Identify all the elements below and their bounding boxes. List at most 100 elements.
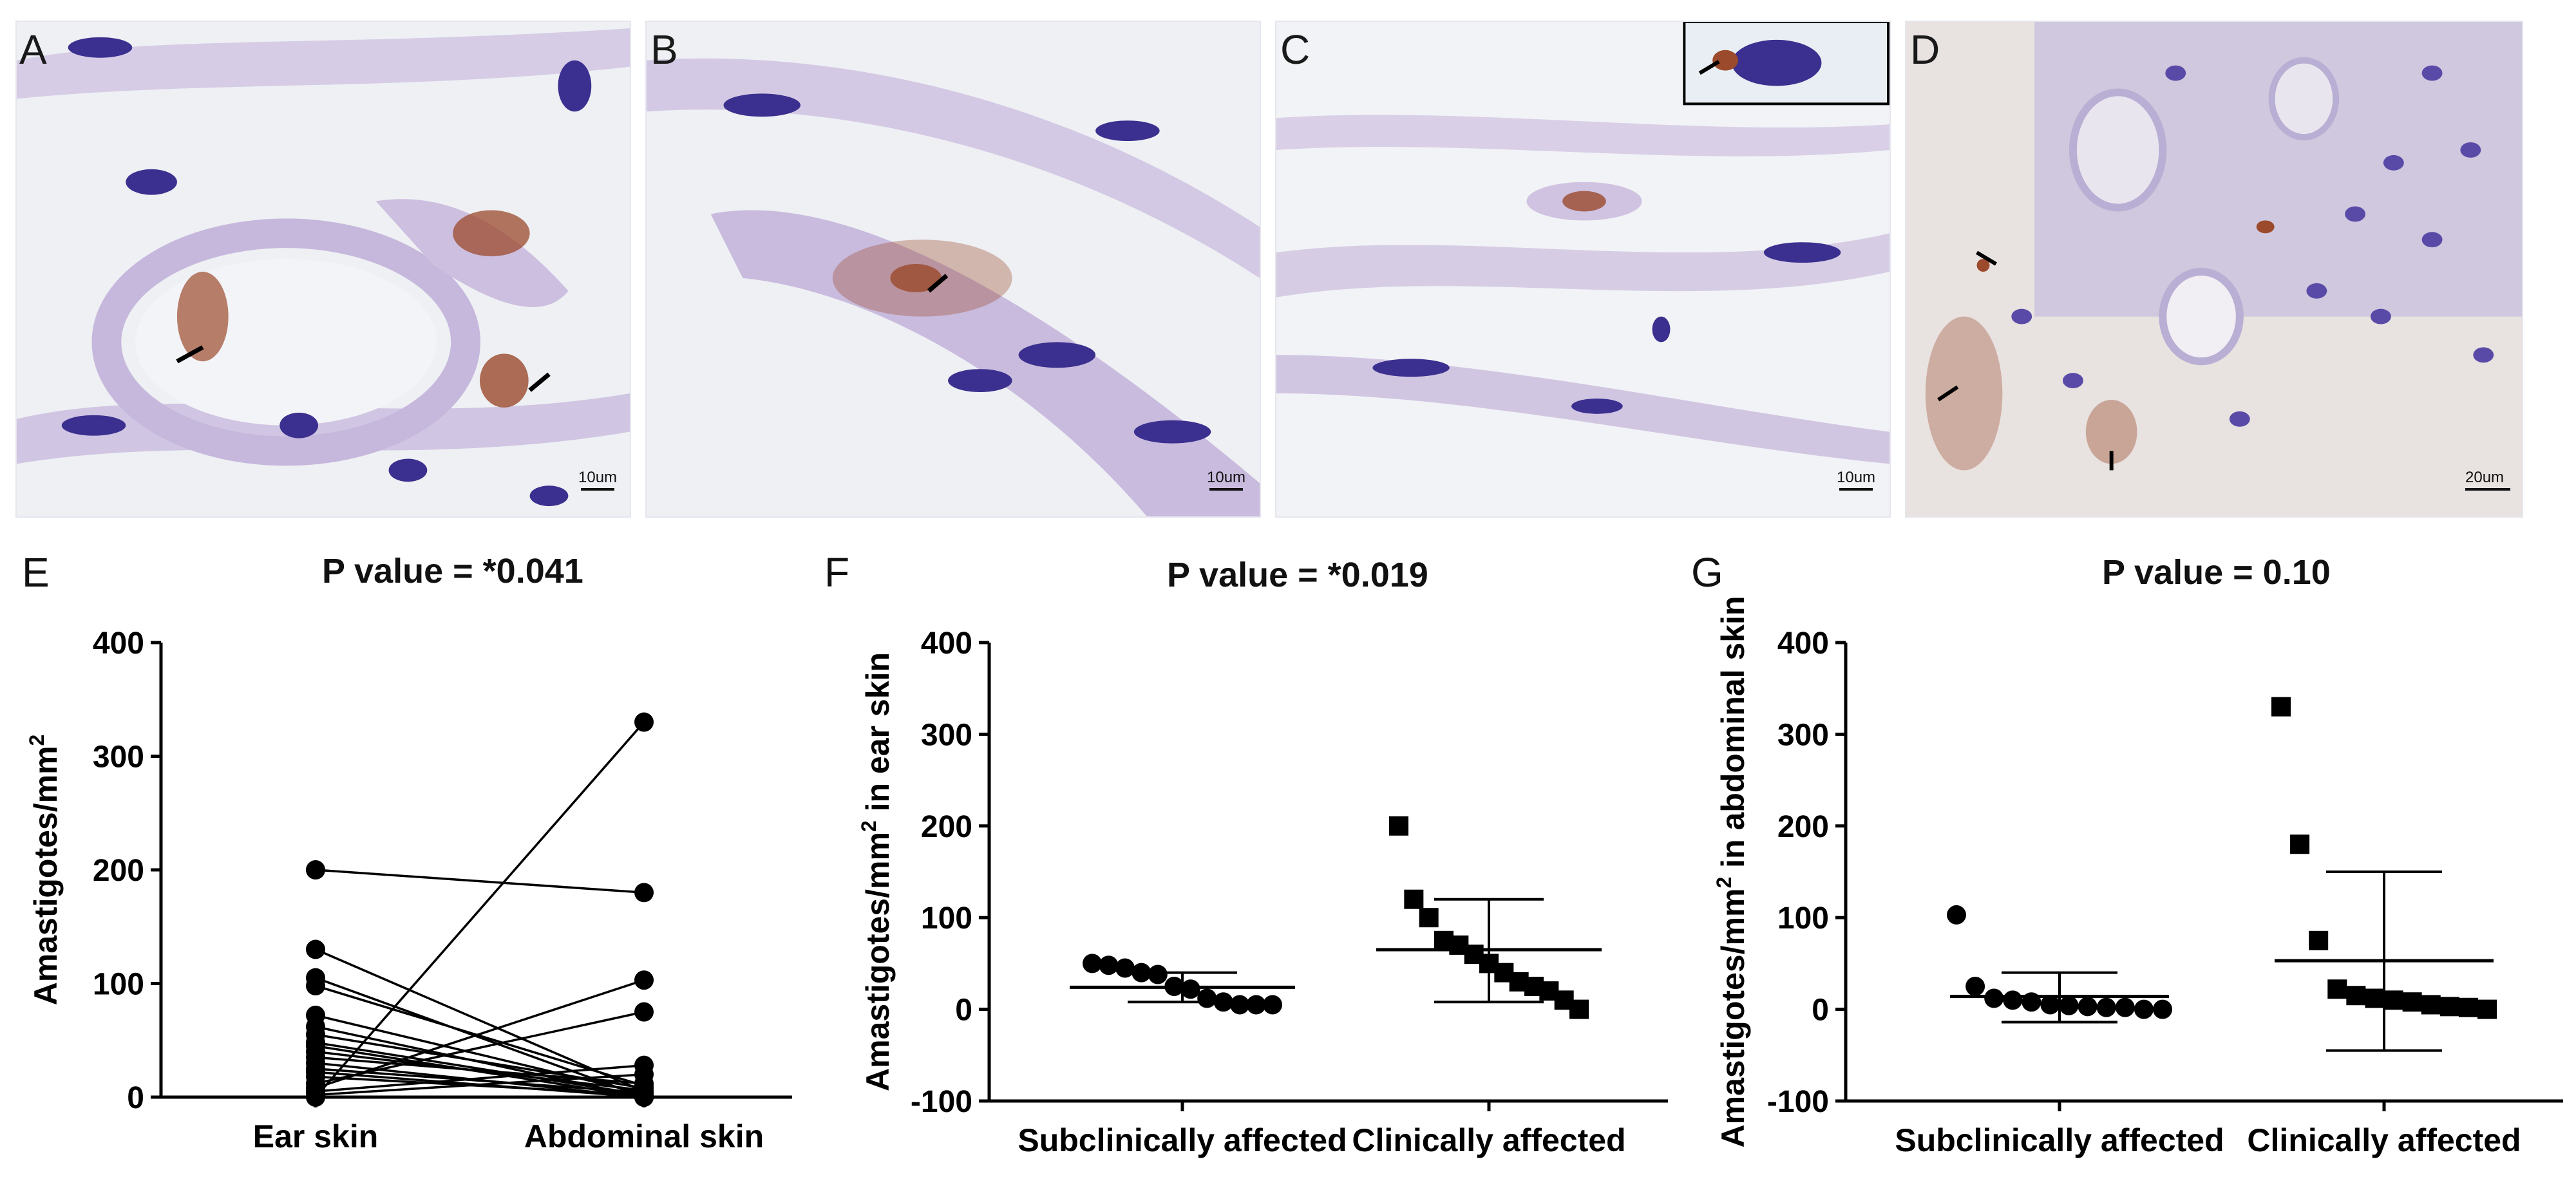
scale-bar-b-line bbox=[1209, 488, 1243, 491]
chart-e-point-ear bbox=[306, 1087, 325, 1107]
chart-g-point-subclinical bbox=[2059, 995, 2079, 1015]
chart-f-point-subclinical bbox=[1246, 995, 1266, 1015]
chart-e-point-abdominal bbox=[634, 1064, 654, 1084]
chart-e-y-tick-label: 200 bbox=[93, 854, 144, 888]
chart-f-y-tick-label: 300 bbox=[921, 718, 972, 752]
scale-bar-c-line bbox=[1839, 488, 1873, 491]
chart-f-point-subclinical bbox=[1083, 954, 1102, 974]
chart-f-point-subclinical bbox=[1099, 955, 1119, 975]
scale-bar-d-line bbox=[2465, 488, 2510, 491]
chart-e-x-tick-label: Ear skin bbox=[253, 1118, 379, 1154]
chart-g-point-subclinical bbox=[2153, 999, 2172, 1019]
chart-e: 0 100 200 300 400 Ear skin Abdominal skin Amast… bbox=[0, 528, 831, 1195]
chart-f-y-tick-label: 200 bbox=[921, 810, 972, 844]
chart-g-point-clinical bbox=[2439, 997, 2459, 1017]
chart-g-point-subclinical bbox=[2115, 997, 2135, 1017]
micrograph-b bbox=[645, 21, 1261, 518]
chart-f-point-subclinical bbox=[1230, 995, 1250, 1015]
chart-e-pair-line bbox=[315, 1075, 645, 1096]
chart-g-y-tick-label: -100 bbox=[1767, 1085, 1829, 1119]
chart-e-point-abdominal bbox=[634, 883, 654, 903]
chart-f: -100 0 100 200 300 400 Subclinically affected C… bbox=[831, 528, 1687, 1195]
micrograph-d bbox=[1905, 21, 2523, 518]
chart-g-point-subclinical bbox=[1965, 977, 1985, 996]
chart-g-svg: -100 0 100 200 300 400 Subclinically affected C… bbox=[1712, 596, 2563, 1158]
micrograph-c bbox=[1275, 21, 1891, 518]
chart-g-y-tick-label: 200 bbox=[1777, 810, 1829, 844]
chart-g-point-clinical bbox=[2458, 997, 2478, 1017]
panel-label-e: E bbox=[22, 549, 50, 596]
chart-e-pair-line bbox=[314, 721, 645, 1098]
chart-e-point-ear bbox=[306, 939, 325, 959]
chart-f-title: P value = *0.019 bbox=[1167, 556, 1428, 594]
scale-bar-a: 10um bbox=[578, 469, 623, 491]
chart-g-point-clinical bbox=[2346, 986, 2366, 1006]
chart-f-y-label: Amastigotes/mm2 in ear skin bbox=[857, 652, 896, 1091]
micrograph-d-image bbox=[1906, 22, 2522, 516]
chart-e-pair-line bbox=[315, 979, 645, 1089]
chart-g-point-clinical bbox=[2365, 988, 2385, 1008]
chart-e-y-tick-label: 0 bbox=[127, 1081, 144, 1115]
chart-e-pair-line bbox=[315, 1014, 645, 1095]
micrograph-b-image bbox=[647, 22, 1260, 516]
scale-bar-c-label: 10um bbox=[1837, 469, 1876, 486]
chart-g-x-tick-label: Subclinically affected bbox=[1895, 1122, 2224, 1158]
chart-g-point-clinical bbox=[2327, 979, 2347, 999]
chart-g-title: P value = 0.10 bbox=[2102, 553, 2331, 592]
chart-f-y-tick-label: 0 bbox=[955, 993, 972, 1028]
panel-label-a: A bbox=[19, 26, 47, 73]
chart-f-y-tick-label: 400 bbox=[921, 626, 972, 661]
chart-f-point-subclinical bbox=[1148, 964, 1168, 984]
chart-e-point-abdominal bbox=[634, 1002, 654, 1022]
scale-bar-b: 10um bbox=[1207, 469, 1252, 491]
chart-g-point-clinical bbox=[2383, 990, 2403, 1010]
chart-e-y-tick-label: 100 bbox=[93, 968, 144, 1002]
chart-f-x-tick-label: Clinically affected bbox=[1352, 1122, 1625, 1158]
chart-e-x-tick-label: Abdominal skin bbox=[524, 1118, 764, 1154]
panel-label-g: G bbox=[1691, 549, 1723, 596]
panel-label-c: C bbox=[1280, 26, 1311, 73]
scale-bar-c: 10um bbox=[1837, 469, 1882, 491]
chart-f-y-tick-label: 100 bbox=[921, 901, 972, 936]
chart-e-point-abdominal bbox=[634, 712, 654, 732]
chart-e-point-ear bbox=[306, 976, 325, 996]
scale-bar-b-label: 10um bbox=[1207, 469, 1246, 486]
chart-g-y-tick-label: 0 bbox=[1812, 993, 1829, 1028]
chart-g-x-tick-label: Clinically affected bbox=[2247, 1122, 2521, 1158]
chart-g-point-clinical bbox=[2477, 999, 2497, 1019]
micrograph-c-image bbox=[1276, 22, 1889, 516]
chart-g-point-clinical bbox=[2271, 697, 2291, 717]
chart-f-point-subclinical bbox=[1197, 988, 1217, 1008]
chart-e-pair-line bbox=[315, 948, 645, 1093]
chart-f-point-subclinical bbox=[1115, 958, 1135, 978]
panel-label-d: D bbox=[1910, 26, 1940, 73]
chart-e-pair-line bbox=[315, 1073, 645, 1096]
chart-e-point-abdominal bbox=[634, 970, 654, 990]
chart-g-y-tick-label: 400 bbox=[1777, 626, 1829, 661]
scale-bar-a-label: 10um bbox=[578, 469, 618, 486]
scale-bar-a-line bbox=[581, 488, 614, 491]
chart-g-point-subclinical bbox=[1947, 905, 1966, 925]
panel-label-b: B bbox=[650, 26, 678, 73]
chart-e-title: P value = *0.041 bbox=[322, 552, 583, 590]
chart-g-point-clinical bbox=[2421, 995, 2441, 1015]
chart-f-point-clinical bbox=[1404, 889, 1424, 909]
chart-g-point-subclinical bbox=[2003, 990, 2023, 1010]
chart-f-point-clinical bbox=[1389, 816, 1408, 836]
chart-g-y-tick-label: 100 bbox=[1777, 901, 1829, 936]
chart-g-point-subclinical bbox=[2040, 995, 2060, 1015]
chart-f-point-clinical bbox=[1419, 908, 1439, 928]
chart-e-point-ear bbox=[306, 860, 325, 880]
micrograph-a-image bbox=[17, 22, 630, 516]
chart-g-y-label: Amastigotes/mm2 in abdominal skin bbox=[1712, 596, 1751, 1148]
micrograph-a bbox=[15, 21, 631, 518]
chart-f-point-subclinical bbox=[1263, 995, 1282, 1015]
chart-f-y-tick-label: -100 bbox=[911, 1085, 972, 1119]
chart-e-pair-line bbox=[315, 1041, 645, 1096]
chart-e-pair-line bbox=[315, 1010, 645, 1085]
chart-g-point-subclinical bbox=[2134, 999, 2154, 1019]
chart-g-point-subclinical bbox=[2078, 997, 2098, 1017]
chart-f-point-subclinical bbox=[1180, 979, 1200, 999]
chart-g: -100 0 100 200 300 400 Subclinically affected C… bbox=[1687, 528, 2576, 1195]
chart-e-pair-line bbox=[315, 869, 645, 894]
